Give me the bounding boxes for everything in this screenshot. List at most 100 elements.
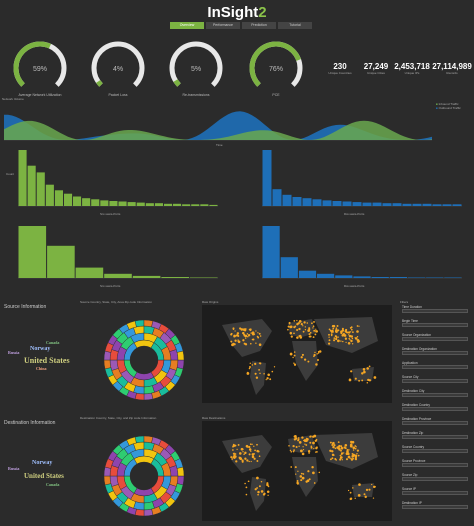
bar[interactable] xyxy=(422,203,432,206)
bar[interactable] xyxy=(118,201,127,207)
sunburst-segment[interactable] xyxy=(176,475,185,486)
bar[interactable] xyxy=(426,277,444,279)
bar[interactable] xyxy=(382,203,392,206)
bar[interactable] xyxy=(145,203,154,206)
bar[interactable] xyxy=(209,204,218,206)
filter-input[interactable] xyxy=(402,421,468,425)
bar[interactable] xyxy=(182,204,191,206)
bar[interactable] xyxy=(100,200,109,206)
sunburst-segment[interactable] xyxy=(103,466,112,477)
bar[interactable] xyxy=(432,204,442,206)
bar[interactable] xyxy=(45,184,54,206)
bar[interactable] xyxy=(412,203,422,206)
sunburst-segment[interactable] xyxy=(143,435,154,444)
source-section-title: Source Information xyxy=(4,304,47,310)
bar[interactable] xyxy=(91,199,100,206)
dst-map[interactable] xyxy=(202,421,392,521)
src-map[interactable] xyxy=(202,305,392,403)
map-point xyxy=(303,358,307,361)
tab-performance[interactable]: Performance xyxy=(206,22,240,29)
bar[interactable] xyxy=(332,201,342,206)
sunburst-segment[interactable] xyxy=(143,508,154,517)
filter-input[interactable] xyxy=(402,477,468,481)
bar[interactable] xyxy=(317,273,335,278)
bar[interactable] xyxy=(73,196,82,207)
sunburst-segment[interactable] xyxy=(103,359,112,370)
sunburst-segment[interactable] xyxy=(176,350,185,361)
bar[interactable] xyxy=(164,203,173,206)
bar[interactable] xyxy=(302,198,312,206)
bar[interactable] xyxy=(408,277,426,279)
sunburst-segment[interactable] xyxy=(143,392,154,401)
bar[interactable] xyxy=(161,277,189,278)
bar[interactable] xyxy=(402,203,412,206)
bar[interactable] xyxy=(191,204,200,206)
bar[interactable] xyxy=(154,203,163,206)
filter-input[interactable] xyxy=(402,393,468,397)
filter-input[interactable] xyxy=(402,407,468,411)
bar[interactable] xyxy=(353,276,371,278)
tab-overview[interactable]: Overview xyxy=(170,22,204,29)
filter-input[interactable] xyxy=(402,337,468,341)
tab-prediction[interactable]: Prediction xyxy=(242,22,276,29)
filter-input[interactable] xyxy=(402,365,468,369)
sunburst-segment[interactable] xyxy=(176,466,185,477)
sunburst-segment[interactable] xyxy=(134,508,145,517)
bar[interactable] xyxy=(298,270,317,278)
sunburst-segment[interactable] xyxy=(134,392,145,401)
bar[interactable] xyxy=(444,277,462,279)
bar[interactable] xyxy=(322,200,332,206)
bar[interactable] xyxy=(262,150,272,206)
sunburst-segment[interactable] xyxy=(143,319,154,328)
bar[interactable] xyxy=(272,189,282,206)
map-point xyxy=(257,336,260,339)
bar[interactable] xyxy=(200,204,209,206)
bar[interactable] xyxy=(352,202,362,206)
tab-tutorial[interactable]: Tutorial xyxy=(278,22,312,29)
filter-input[interactable] xyxy=(402,309,468,313)
bar[interactable] xyxy=(452,204,462,206)
bar[interactable] xyxy=(64,193,73,206)
bar[interactable] xyxy=(342,201,352,207)
bar[interactable] xyxy=(132,275,161,278)
bar[interactable] xyxy=(109,201,118,206)
bar[interactable] xyxy=(392,203,402,206)
sunburst-segment[interactable] xyxy=(103,475,112,486)
filter-input[interactable] xyxy=(402,505,468,509)
bar[interactable] xyxy=(36,172,45,206)
bar[interactable] xyxy=(189,277,218,279)
bar[interactable] xyxy=(389,277,407,278)
bar[interactable] xyxy=(104,273,132,278)
bar[interactable] xyxy=(280,257,298,278)
bar[interactable] xyxy=(312,199,322,206)
sunburst-segment[interactable] xyxy=(103,350,112,361)
bar[interactable] xyxy=(282,194,292,206)
bar[interactable] xyxy=(173,203,182,206)
filter-input[interactable] xyxy=(402,379,468,383)
bar[interactable] xyxy=(136,202,145,206)
bar[interactable] xyxy=(335,275,353,278)
bar[interactable] xyxy=(262,226,280,278)
bar[interactable] xyxy=(362,202,372,206)
sunburst-segment[interactable] xyxy=(134,319,145,328)
filter-input[interactable] xyxy=(402,463,468,467)
filter-input[interactable] xyxy=(402,435,468,439)
bar[interactable] xyxy=(372,202,382,206)
filter-input[interactable] xyxy=(402,351,468,355)
filter-input[interactable] xyxy=(402,323,468,327)
bar[interactable] xyxy=(442,204,452,206)
bar[interactable] xyxy=(75,267,104,278)
bar[interactable] xyxy=(54,190,63,206)
bar[interactable] xyxy=(18,150,27,206)
filter-input[interactable] xyxy=(402,449,468,453)
bar[interactable] xyxy=(127,202,136,206)
bar[interactable] xyxy=(371,277,389,278)
bar[interactable] xyxy=(292,197,302,206)
sunburst-segment[interactable] xyxy=(134,435,145,444)
sunburst-segment[interactable] xyxy=(176,359,185,370)
bar[interactable] xyxy=(47,245,75,278)
bar[interactable] xyxy=(27,165,36,206)
filter-input[interactable] xyxy=(402,491,468,495)
bar[interactable] xyxy=(82,198,91,206)
bar[interactable] xyxy=(18,226,47,278)
